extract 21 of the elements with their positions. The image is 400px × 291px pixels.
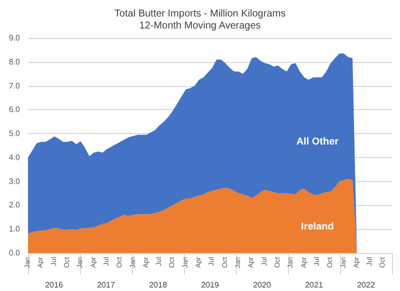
text: 2016 (45, 280, 64, 290)
chart-title: Total Butter Imports - Million Kilograms (114, 8, 286, 20)
y-tick-label: 7.0 (8, 81, 21, 90)
chart-subtitle: 12-Month Moving Averages (139, 20, 261, 32)
text: 2019 (201, 280, 220, 290)
y-tick-label: 2.0 (8, 200, 21, 210)
text: 2021 (305, 280, 324, 290)
y-tick-label: 4.0 (8, 152, 21, 162)
y-tick-label: 9.0 (8, 34, 21, 42)
y-tick-label: 5.0 (8, 129, 21, 138)
y-tick-label: 0.0 (8, 248, 21, 258)
text: 2017 (97, 280, 116, 290)
series-label: All Other (296, 136, 339, 148)
text: 2018 (149, 280, 168, 290)
text: 2020 (253, 280, 272, 290)
y-tick-label: 3.0 (8, 176, 21, 186)
text: 2022 (357, 280, 376, 290)
y-tick-label: 6.0 (8, 105, 21, 114)
series-label: Ireland (301, 221, 334, 232)
y-tick-label: 1.0 (8, 224, 21, 234)
y-tick-label: 8.0 (8, 57, 21, 66)
